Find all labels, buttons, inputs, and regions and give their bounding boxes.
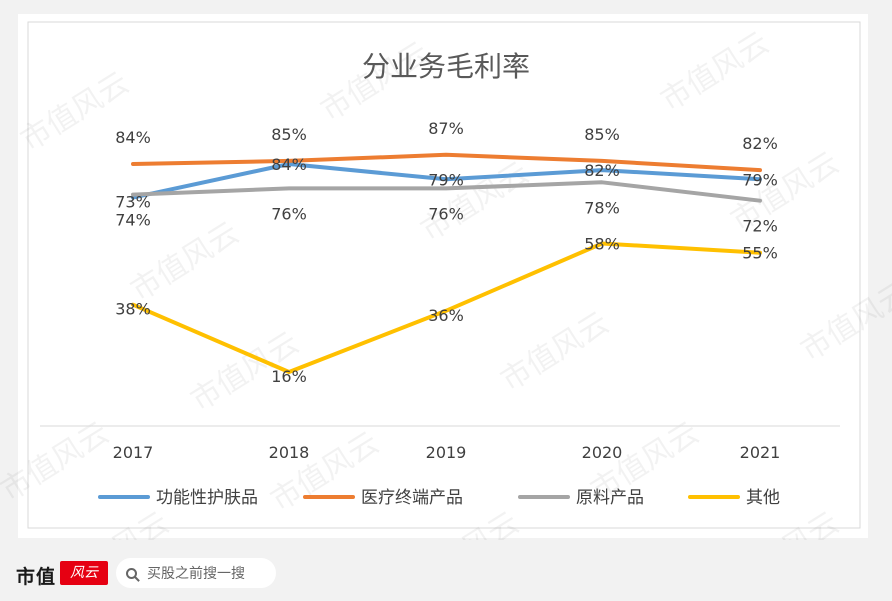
data-label: 74%	[115, 211, 151, 230]
data-label: 76%	[271, 204, 307, 223]
x-tick-label: 2020	[582, 443, 623, 462]
data-label: 79%	[428, 170, 464, 189]
data-label: 36%	[428, 306, 464, 325]
data-label: 73%	[115, 193, 151, 212]
chart-plot-bg	[18, 14, 868, 538]
footer-bar: 市值 风云 买股之前搜一搜	[0, 548, 892, 601]
legend-label: 其他	[746, 488, 780, 508]
data-label: 84%	[115, 128, 151, 147]
data-label: 82%	[742, 134, 778, 153]
data-label: 38%	[115, 300, 151, 319]
data-label: 78%	[584, 198, 620, 217]
data-label: 76%	[428, 204, 464, 223]
data-label: 55%	[742, 244, 778, 263]
data-label: 16%	[271, 367, 307, 386]
search-icon	[126, 567, 137, 579]
legend-label: 功能性护肤品	[156, 488, 258, 508]
chart-border	[27, 21, 861, 529]
data-label: 85%	[584, 125, 620, 144]
search-text: 买股之前搜一搜	[147, 566, 245, 582]
data-labels: 73% 84% 79% 82% 79% 84% 85% 87% 85% 82% 74% 76% 76% 7…	[115, 119, 778, 386]
series-lines	[131, 152, 762, 374]
data-label: 79%	[742, 170, 778, 189]
data-label: 72%	[742, 217, 778, 236]
chart-panel: 市值风云 市值风云 市值风云 市值风云 市值风云 市值风云 市值风云 市值风云 市值风云 市值风云…	[0, 14, 892, 540]
brand-logo: 风云	[60, 561, 108, 585]
x-tick-label: 2019	[426, 443, 467, 462]
series-line-3	[131, 241, 762, 374]
x-tick-label: 2017	[113, 443, 154, 462]
legend-label: 原料产品	[576, 488, 644, 508]
x-axis-ticks: 2017 2018 2019 2020 2021	[113, 443, 781, 462]
data-label: 58%	[584, 235, 620, 254]
legend-label: 医疗终端产品	[361, 488, 463, 508]
data-label: 84%	[271, 155, 307, 174]
search-box[interactable]: 买股之前搜一搜	[116, 558, 276, 588]
x-tick-label: 2018	[269, 443, 310, 462]
brand-name: 市值	[16, 566, 57, 588]
data-label: 82%	[584, 161, 620, 180]
data-label: 87%	[428, 119, 464, 138]
legend: 功能性护肤品 医疗终端产品 原料产品 其他	[98, 488, 780, 508]
chart-title: 分业务毛利率	[362, 50, 530, 83]
x-tick-label: 2021	[740, 443, 781, 462]
series-line-1	[131, 152, 762, 173]
data-label: 85%	[271, 125, 307, 144]
series-line-0	[131, 162, 762, 200]
series-line-2	[131, 180, 762, 203]
